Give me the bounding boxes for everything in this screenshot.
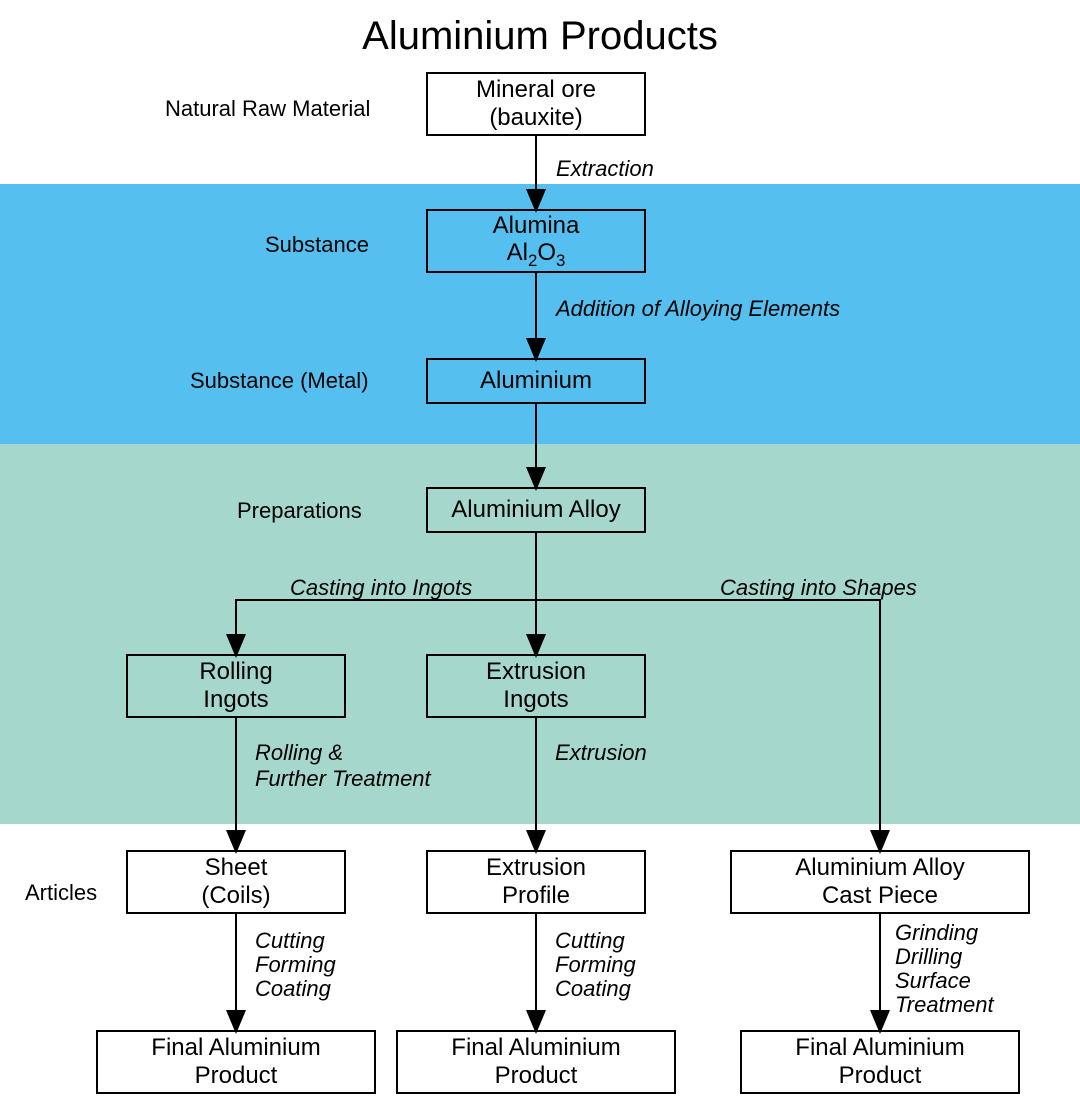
edge-label-cfc1a: Cutting <box>255 928 325 954</box>
node-alumina: AluminaAl2O3 <box>426 209 646 273</box>
edge-label-cast-ing: Casting into Ingots <box>290 575 472 601</box>
node-sheet: Sheet(Coils) <box>126 850 346 914</box>
edge-label-rolling2: Further Treatment <box>255 766 431 792</box>
node-cast: Aluminium AlloyCast Piece <box>730 850 1030 914</box>
edge-label-alloying: Addition of Alloying Elements <box>556 296 840 322</box>
node-final1: Final AluminiumProduct <box>96 1030 376 1094</box>
row-label-raw: Natural Raw Material <box>165 96 370 122</box>
edge-label-gdst3: Surface <box>895 968 971 994</box>
row-label-sub: Substance <box>265 232 369 258</box>
node-roll-ing: RollingIngots <box>126 654 346 718</box>
node-aluminium: Aluminium <box>426 358 646 404</box>
diagram-title: Aluminium Products <box>0 14 1080 59</box>
node-extr-ing: ExtrusionIngots <box>426 654 646 718</box>
edge-label-extraction: Extraction <box>556 156 654 182</box>
row-label-art: Articles <box>25 880 97 906</box>
edge-label-rolling: Rolling & <box>255 740 343 766</box>
row-label-prep: Preparations <box>237 498 362 524</box>
edge-label-gdst4: Treatment <box>895 992 994 1018</box>
node-final2: Final AluminiumProduct <box>396 1030 676 1094</box>
node-extr-prof: ExtrusionProfile <box>426 850 646 914</box>
edge-label-gdst2: Drilling <box>895 944 962 970</box>
node-final3: Final AluminiumProduct <box>740 1030 1020 1094</box>
node-bauxite: Mineral ore(bauxite) <box>426 72 646 136</box>
edge-label-cfc1c: Coating <box>255 976 331 1002</box>
edge-label-extrusion: Extrusion <box>555 740 647 766</box>
edge-label-cfc2c: Coating <box>555 976 631 1002</box>
row-label-metal: Substance (Metal) <box>190 368 369 394</box>
edge-label-cfc1b: Forming <box>255 952 336 978</box>
node-alloy: Aluminium Alloy <box>426 487 646 533</box>
edge-label-gdst1: Grinding <box>895 920 978 946</box>
edge-label-cfc2a: Cutting <box>555 928 625 954</box>
edge-label-cast-shp: Casting into Shapes <box>720 575 917 601</box>
edge-label-cfc2b: Forming <box>555 952 636 978</box>
